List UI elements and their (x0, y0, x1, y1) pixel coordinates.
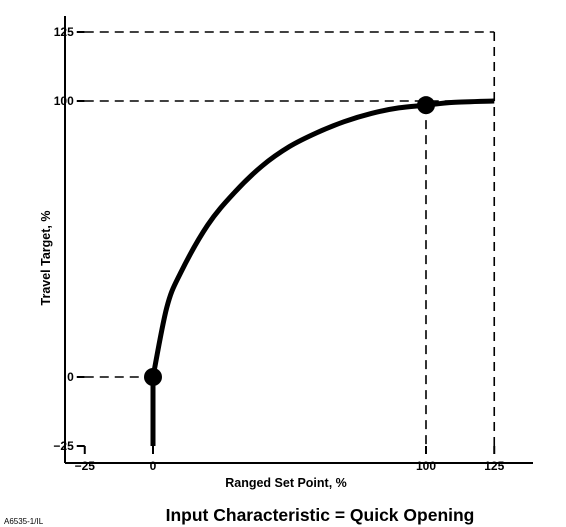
data-point-marker-1 (417, 96, 435, 115)
y-axis-label: Travel Target, % (39, 211, 53, 306)
x-tick-label: 0 (150, 459, 157, 473)
axes (64, 16, 533, 464)
markers (144, 96, 435, 386)
y-tick-label: −25 (53, 439, 74, 453)
y-tick-label: 0 (67, 370, 74, 384)
data-point-marker-0 (144, 368, 162, 386)
figure-id: A6535-1/IL (4, 517, 44, 526)
x-tick-label: 100 (416, 459, 436, 473)
y-tick-label: 125 (54, 25, 74, 39)
x-tick-label: −25 (75, 459, 96, 473)
series (150, 98, 495, 446)
series-line-0 (150, 98, 495, 378)
x-axis-label: Ranged Set Point, % (225, 476, 347, 490)
ticks: −25 0 100 125 −25 0 100 125 (53, 25, 504, 473)
reference-lines (84, 31, 496, 446)
y-tick-label: 100 (54, 94, 74, 108)
chart-title: Input Characteristic = Quick Opening (166, 505, 475, 525)
x-tick-label: 125 (484, 459, 504, 473)
